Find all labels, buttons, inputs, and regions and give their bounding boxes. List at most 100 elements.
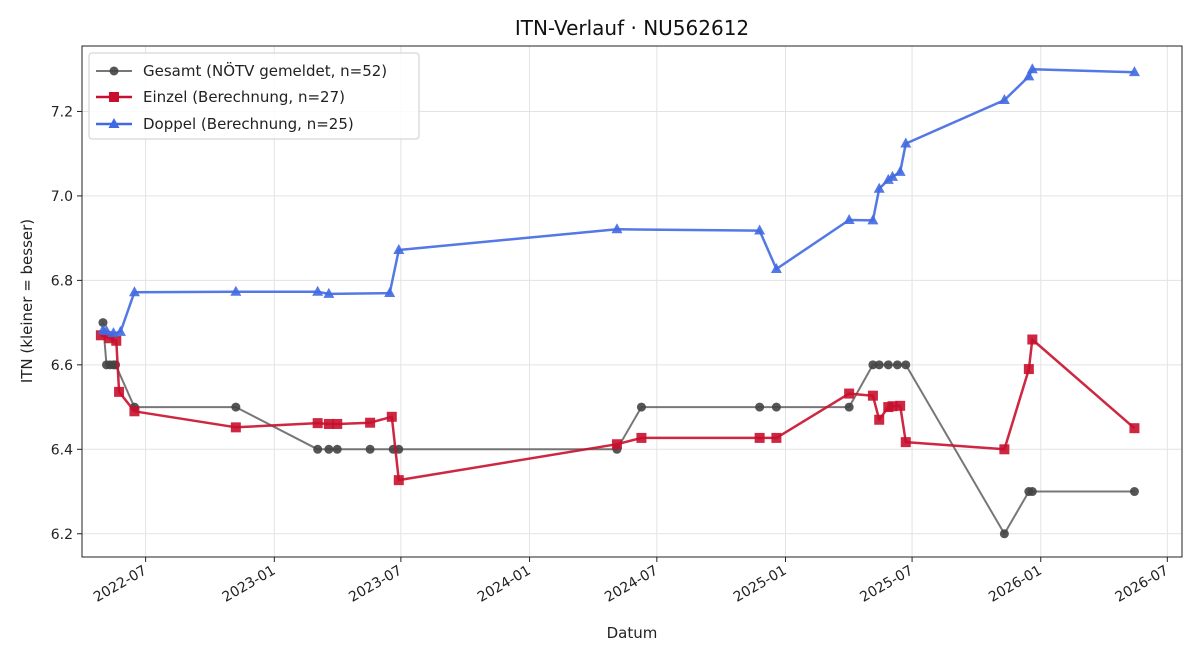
data-point [754,432,765,443]
data-point [324,444,334,454]
data-point [98,318,108,328]
data-point [868,360,878,370]
data-point [771,432,782,443]
legend-marker-doppel [108,118,120,128]
x-tick-label: 2023-07 [346,563,405,606]
data-point [886,170,898,181]
data-point [111,335,122,346]
data-point [1026,63,1038,74]
legend-label-gesamt: Gesamt (NÖTV gemeldet, n=52) [143,61,387,80]
data-point [892,360,902,370]
data-point [867,214,879,225]
data-point [95,330,106,341]
y-tick-label: 7.2 [51,104,73,120]
legend-entry-einzel: Einzel (Berechnung, n=27) [96,88,345,106]
x-tick-label: 2026-01 [986,563,1045,606]
legend-marker-einzel [109,92,119,102]
data-point [1023,70,1035,81]
legend-marker-gesamt [109,66,119,76]
data-point [393,475,404,486]
data-point [867,390,878,401]
legend-label-doppel: Doppel (Berechnung, n=25) [143,115,354,133]
legend-label-einzel: Einzel (Berechnung, n=27) [143,88,345,106]
x-tick-label: 2024-07 [602,563,661,606]
x-axis-label: Datum [607,624,658,642]
data-point [393,243,405,254]
data-point [998,94,1010,105]
data-point [900,437,911,448]
series-layer [95,63,1140,539]
x-tick-label: 2026-07 [1113,563,1172,606]
data-point [755,402,765,412]
y-tick-label: 6.2 [51,527,73,543]
data-point [230,422,241,433]
x-tick-label: 2024-01 [475,563,534,606]
data-point [323,287,335,298]
data-point [887,401,898,412]
legend-entry-doppel: Doppel (Berechnung, n=25) [96,115,354,133]
x-tick-label: 2025-07 [857,563,916,606]
y-axis-label: ITN (kleiner = besser) [18,219,36,383]
data-point [844,388,855,399]
data-point [874,360,884,370]
x-tick-label: 2022-07 [91,563,150,606]
series-line [100,334,1136,482]
data-point [1129,487,1139,497]
data-point [332,444,342,454]
data-point [384,287,396,298]
data-point [312,418,323,429]
data-point [1023,364,1034,375]
data-point [999,444,1010,455]
data-point [874,414,885,425]
data-point [114,325,126,336]
data-point [999,529,1009,539]
data-point [900,137,912,148]
legend-box [88,52,420,140]
data-point [312,285,324,296]
data-point [895,400,906,411]
data-point [231,402,241,412]
data-point [843,213,855,224]
data-point [114,386,125,397]
x-tick-label: 2025-01 [731,563,790,606]
data-point [894,165,906,176]
data-point [611,223,623,234]
data-point [129,406,140,417]
series-0 [98,318,1139,539]
data-point [128,286,140,297]
data-point [844,402,854,412]
data-point [104,333,115,344]
y-tick-label: 6.8 [51,273,73,289]
data-point [313,444,323,454]
y-tick-label: 6.4 [51,442,73,458]
data-point [873,182,885,193]
data-point [883,360,893,370]
data-point [1027,334,1038,345]
series-line [102,322,1135,535]
data-point [365,444,375,454]
data-point [386,411,397,422]
data-point [332,418,343,429]
chart-title: ITN-Verlauf · NU562612 [515,16,749,40]
data-point [1027,487,1037,497]
data-point [365,417,376,428]
data-point [611,439,622,450]
y-tick-label: 7.0 [51,189,73,205]
data-point [901,360,911,370]
data-point [323,418,334,429]
data-point [771,402,781,412]
legend: Gesamt (NÖTV gemeldet, n=52) Einzel (Ber… [88,52,420,140]
plot-frame [81,45,1183,558]
y-tick-label: 6.6 [51,358,73,374]
data-point [1129,423,1140,434]
legend-entry-gesamt: Gesamt (NÖTV gemeldet, n=52) [96,61,387,80]
series-2 [97,63,1140,338]
data-point [230,285,242,296]
data-point [1128,66,1140,77]
x-tick-label: 2023-01 [220,563,279,606]
series-line [102,67,1135,335]
series-1 [95,330,1140,486]
data-point [636,432,647,443]
data-point [754,224,766,235]
